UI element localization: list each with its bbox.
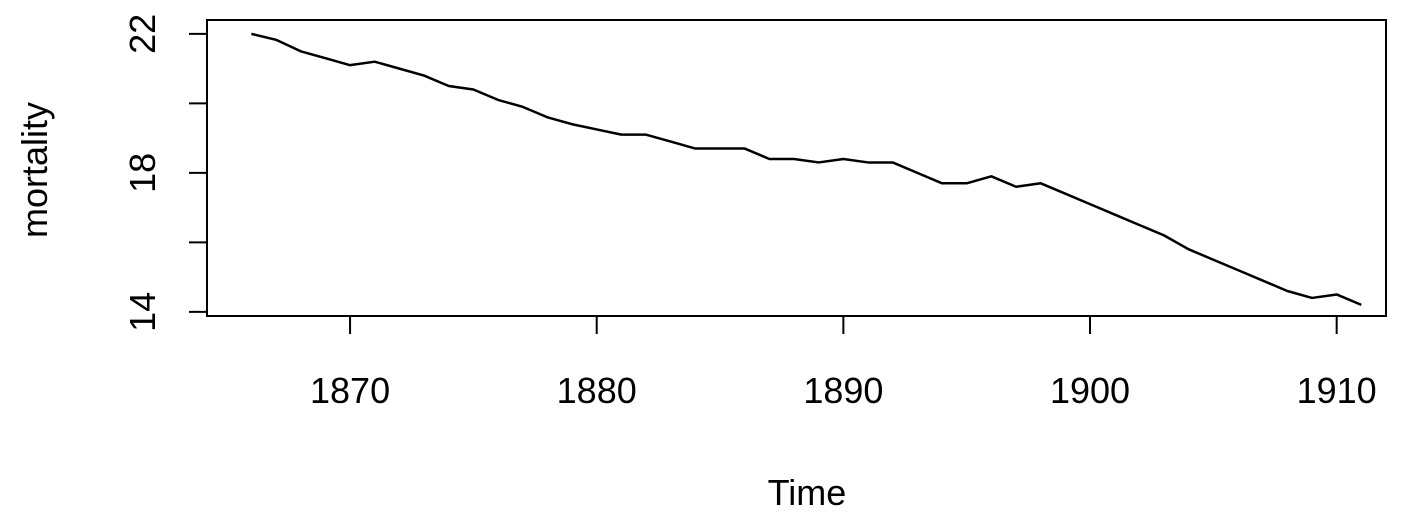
y-tick-label: 18 bbox=[122, 153, 163, 193]
plot-frame bbox=[206, 19, 1387, 317]
x-axis-label: Time bbox=[768, 472, 847, 513]
x-tick-label: 1880 bbox=[557, 370, 637, 411]
x-tick-label: 1900 bbox=[1050, 370, 1130, 411]
y-axis-label: mortality bbox=[14, 102, 55, 238]
y-tick-label: 22 bbox=[122, 14, 163, 54]
x-tick-label: 1870 bbox=[310, 370, 390, 411]
series-line bbox=[251, 32, 1362, 307]
x-tick-label: 1910 bbox=[1297, 370, 1377, 411]
y-tick-label: 14 bbox=[122, 292, 163, 332]
x-tick-label: 1890 bbox=[803, 370, 883, 411]
